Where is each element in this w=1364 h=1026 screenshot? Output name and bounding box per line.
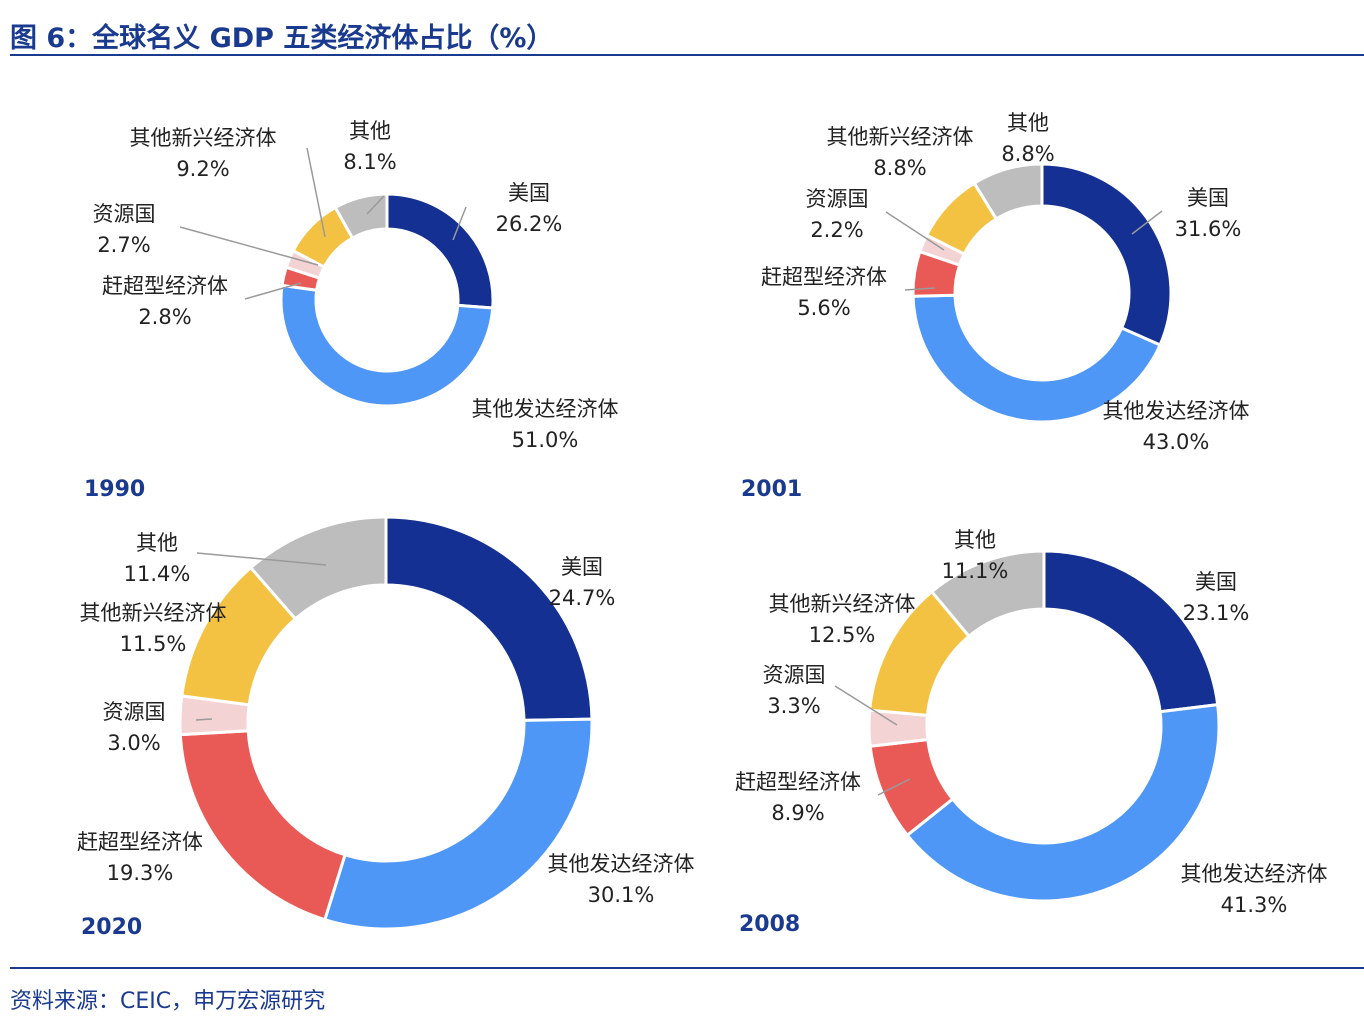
data-label-name-2001-other-emerging: 其他新兴经济体 [827,125,974,149]
data-label-value-2001-other: 8.8% [1001,142,1054,166]
data-label-value-2001-other-developed: 43.0% [1143,430,1210,454]
data-label-value-2020-other: 11.4% [124,562,191,586]
data-label-value-1990-resource: 2.7% [97,233,150,257]
data-label-name-2020-other-emerging: 其他新兴经济体 [80,601,227,625]
slice-1990-usa [385,192,495,310]
slice-2001-other-developed [911,293,1163,424]
data-label-value-2008-resource: 3.3% [767,694,820,718]
leader-line-2001-catch-up [904,287,936,291]
year-label-2020: 2020 [81,915,142,940]
leader-line-2008-catch-up [877,778,911,796]
data-label-value-2008-other-emerging: 12.5% [809,623,876,647]
data-label-name-2008-resource: 资源国 [763,663,826,687]
slice-2001-other [972,162,1044,222]
leader-line-1990-other-emerging [306,147,326,238]
slice-1990-other [333,192,389,241]
slice-2001-usa [1040,162,1173,347]
year-label-2008: 2008 [739,912,800,937]
leader-line-1990-other [366,195,385,215]
slice-2008-usa [1042,549,1220,714]
year-label-2001: 2001 [741,477,802,502]
data-label-name-2020-catch-up: 赶超型经济体 [77,830,203,854]
data-label-name-2020-other: 其他 [136,531,178,555]
donut-charts: 美国 26.2% 其他发达经济体 51.0% 赶超型经济体 2.8% 资源国 2.7% 其他新兴… [77,111,1328,940]
data-label-value-1990-other-emerging: 9.2% [176,157,229,181]
figure-title: 图 6：全球名义 GDP 五类经济体占比（%） [10,23,554,54]
data-label-value-2020-other-developed: 30.1% [588,883,655,907]
data-label-name-2001-other: 其他 [1007,111,1049,135]
data-label-value-2008-other: 11.1% [942,559,1009,583]
data-label-value-2020-resource: 3.0% [107,731,160,755]
data-label-name-1990-usa: 美国 [508,181,550,205]
data-label-name-2001-other-developed: 其他发达经济体 [1103,399,1250,423]
source-note: 资料来源：CEIC，申万宏源研究 [10,989,326,1014]
leader-line-1990-catch-up [244,282,302,300]
data-label-value-2020-other-emerging: 11.5% [120,632,187,656]
data-label-value-2001-usa: 31.6% [1175,217,1242,241]
data-label-value-1990-other: 8.1% [343,150,396,174]
slice-2008-other-developed [905,702,1221,903]
data-label-name-2008-usa: 美国 [1195,570,1237,594]
slice-2020-usa [384,515,594,722]
data-label-value-2020-usa: 24.7% [549,586,616,610]
data-label-value-1990-usa: 26.2% [496,212,563,236]
data-label-name-2008-catch-up: 赶超型经济体 [735,770,861,794]
data-label-name-2020-other-developed: 其他发达经济体 [548,852,695,876]
data-label-value-1990-catch-up: 2.8% [138,305,191,329]
data-label-name-1990-other: 其他 [349,119,391,143]
title-divider [10,54,1364,56]
year-label-1990: 1990 [84,477,145,502]
data-label-name-2008-other-developed: 其他发达经济体 [1181,862,1328,886]
leader-line-2020-other [196,552,327,566]
leader-line-2020-resource [195,718,213,721]
slice-2020-other-developed [322,717,594,931]
slice-2008-other [929,549,1046,639]
leader-line-2008-resource [834,685,898,726]
leader-line-2001-resource [885,211,945,251]
data-label-name-1990-other-developed: 其他发达经济体 [472,397,619,421]
slice-2020-catch-up [178,729,347,922]
leader-line-1990-usa [452,206,467,241]
slice-2020-other [248,515,388,622]
data-label-name-2020-resource: 资源国 [103,700,166,724]
data-label-name-2001-usa: 美国 [1187,186,1229,210]
data-label-value-2001-catch-up: 5.6% [797,296,850,320]
data-label-name-2008-other-emerging: 其他新兴经济体 [769,592,916,616]
leader-line-2001-usa [1131,210,1163,235]
data-label-value-2008-other-developed: 41.3% [1221,893,1288,917]
data-label-value-2001-other-emerging: 8.8% [873,156,926,180]
source-divider [10,967,1364,969]
data-label-name-2001-catch-up: 赶超型经济体 [761,265,887,289]
data-label-name-2001-resource: 资源国 [806,187,869,211]
data-label-name-2008-other: 其他 [954,528,996,552]
data-label-name-1990-resource: 资源国 [93,202,156,226]
data-label-name-2020-usa: 美国 [561,555,603,579]
data-label-value-1990-other-developed: 51.0% [512,428,579,452]
leader-line-1990-resource [179,226,319,266]
data-label-name-1990-other-emerging: 其他新兴经济体 [130,126,277,150]
data-label-value-2008-catch-up: 8.9% [771,801,824,825]
data-label-value-2001-resource: 2.2% [810,218,863,242]
slice-1990-other-developed [279,283,495,408]
data-label-value-2008-usa: 23.1% [1183,601,1250,625]
data-label-value-2020-catch-up: 19.3% [107,861,174,885]
data-label-name-1990-catch-up: 赶超型经济体 [102,274,228,298]
